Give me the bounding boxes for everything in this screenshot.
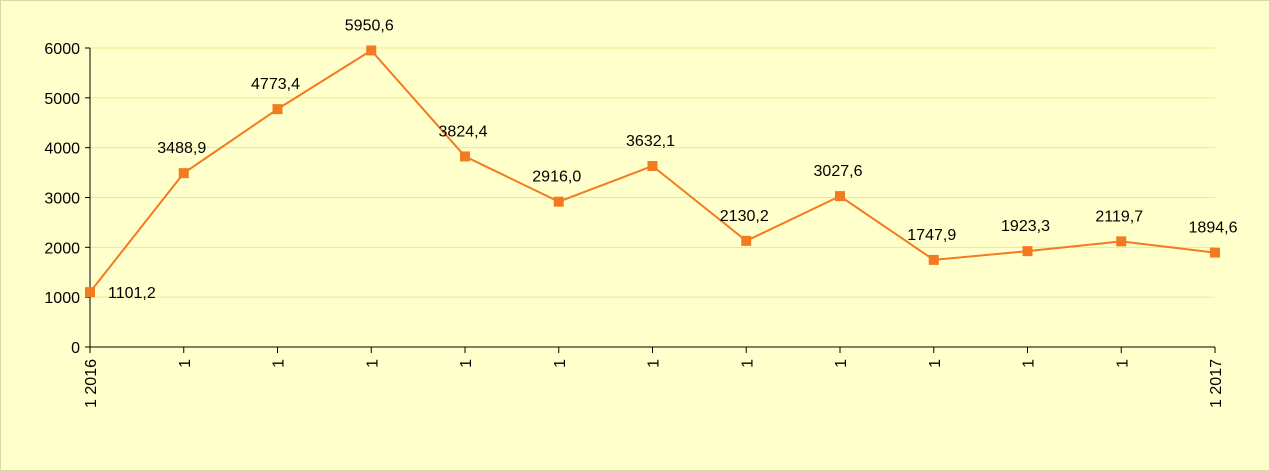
marker (85, 287, 95, 298)
marker (835, 191, 845, 202)
data-label: 5950,6 (345, 17, 394, 34)
x-tick-label: 1 (458, 359, 475, 368)
x-tick-label: 1 (1114, 359, 1131, 368)
marker (928, 254, 939, 265)
x-tick-label: 1 (739, 359, 756, 368)
marker (272, 104, 283, 115)
y-tick-label: 3000 (44, 191, 80, 208)
data-label: 3488,9 (157, 140, 206, 157)
marker (1022, 246, 1033, 257)
data-label: 2916,0 (532, 169, 581, 186)
x-tick-label: 1 (646, 359, 663, 368)
marker (460, 151, 470, 162)
marker (1116, 236, 1127, 247)
y-tick-label: 0 (71, 340, 80, 357)
marker (1210, 247, 1220, 258)
data-label: 2119,7 (1095, 208, 1143, 225)
marker (553, 196, 564, 207)
y-tick-label: 1000 (44, 290, 80, 307)
marker (647, 161, 658, 172)
marker (178, 168, 189, 179)
y-tick-label: 6000 (44, 41, 80, 58)
marker (366, 45, 377, 56)
data-label: 1747,9 (907, 227, 956, 244)
data-label: 1101,2 (108, 285, 156, 302)
x-tick-label: 1 (552, 359, 569, 368)
y-tick-label: 5000 (44, 91, 80, 108)
x-tick-label: 1 (271, 359, 288, 368)
data-label: 3824,4 (439, 123, 488, 140)
x-tick-label: 1 (1021, 359, 1038, 368)
data-label: 1894,6 (1189, 220, 1238, 237)
data-label: 3632,1 (626, 133, 675, 150)
y-tick-label: 4000 (44, 141, 80, 158)
x-tick-label: 1 (833, 359, 850, 368)
x-tick-label: 1 (177, 359, 194, 368)
x-tick-label: 1 2016 (83, 359, 100, 408)
x-tick-label: 1 (364, 359, 381, 368)
x-tick-label: 1 (927, 359, 944, 368)
data-label: 1923,3 (1001, 218, 1050, 235)
y-tick-label: 2000 (44, 240, 80, 257)
x-tick-label: 1 2017 (1208, 359, 1225, 408)
marker (741, 235, 752, 246)
data-label: 3027,6 (814, 163, 863, 180)
data-label: 2130,2 (720, 208, 769, 225)
data-label: 4773,4 (251, 76, 300, 93)
